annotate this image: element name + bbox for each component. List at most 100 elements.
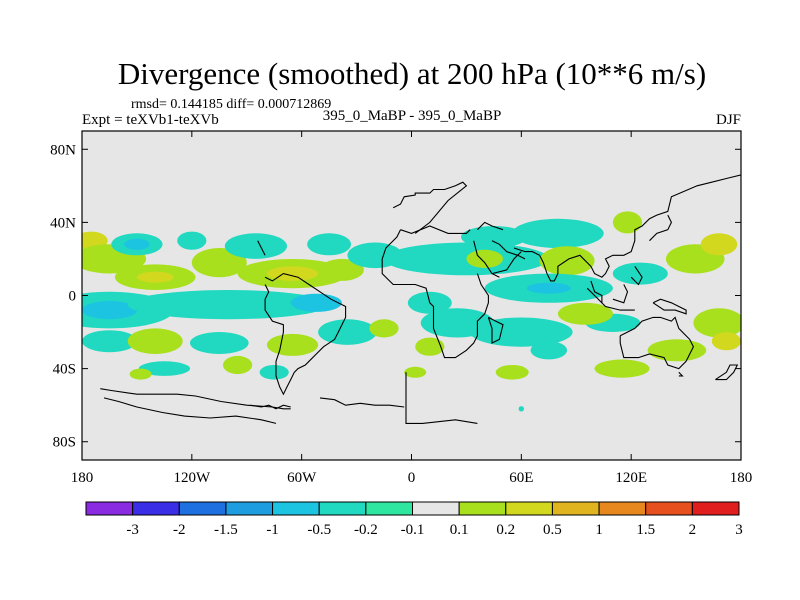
divergence-region-17 bbox=[127, 290, 330, 320]
coastline-10 bbox=[381, 229, 489, 359]
coastlines bbox=[100, 174, 741, 424]
y-tick-label-1: 40N bbox=[50, 215, 76, 231]
colorbar-label-7: 0.1 bbox=[450, 522, 469, 538]
colorbar-label-6: -0.1 bbox=[401, 522, 425, 538]
divergence-region-31 bbox=[466, 249, 504, 268]
season-label: DJF bbox=[716, 112, 741, 128]
colorbar: -3 -2 -1.5 -1 -0.5 -0.2 -0.1 0.1 0.2 0.5 1 1.5 2 3 bbox=[85, 501, 743, 538]
divergence-region-42 bbox=[470, 317, 573, 347]
divergence-region-20 bbox=[127, 328, 183, 355]
divergence-region-3 bbox=[124, 238, 150, 250]
divergence-region-33 bbox=[612, 211, 643, 234]
coastline-12 bbox=[257, 240, 266, 256]
colorbar-swatch-7 bbox=[412, 501, 460, 516]
divergence-region-44 bbox=[557, 302, 613, 325]
divergence-region-30 bbox=[461, 226, 527, 248]
stats-label: rmsd= 0.144185 diff= 0.000712869 bbox=[131, 97, 331, 112]
divergence-region-12 bbox=[319, 258, 364, 281]
divergence-region-46 bbox=[711, 332, 741, 351]
divergence-region-10 bbox=[266, 266, 319, 281]
divergence-region-5 bbox=[136, 271, 174, 283]
divergence-region-28 bbox=[259, 365, 289, 380]
y-tick-label-3: 40S bbox=[53, 362, 76, 378]
axes: 180 120W 60W 0 60E 120E 180 80N 40N 0 40S 80S bbox=[50, 131, 752, 486]
colorbar-swatch-8 bbox=[458, 501, 507, 516]
colorbar-swatch-4 bbox=[272, 501, 320, 516]
divergence-region-25 bbox=[138, 361, 190, 376]
x-tick-label-0: 180 bbox=[71, 470, 94, 486]
colorbar-swatch-9 bbox=[505, 501, 553, 516]
colorbar-label-8: 0.2 bbox=[496, 522, 515, 538]
divergence-region-11 bbox=[307, 233, 352, 256]
colorbar-swatch-5 bbox=[318, 501, 367, 516]
coastline-2 bbox=[250, 404, 291, 410]
y-tick-label-0: 80N bbox=[50, 142, 76, 158]
divergence-region-22 bbox=[266, 333, 319, 356]
divergence-region-7 bbox=[191, 248, 247, 278]
colorbar-swatch-0 bbox=[85, 501, 134, 516]
coastline-16 bbox=[590, 280, 603, 303]
colorbar-label-5: -0.2 bbox=[354, 522, 378, 538]
divergence-region-39 bbox=[700, 233, 738, 256]
coastline-20 bbox=[630, 265, 643, 286]
colorbar-swatch-10 bbox=[551, 501, 600, 516]
coastline-11 bbox=[264, 273, 347, 396]
coastline-7 bbox=[477, 221, 504, 231]
coastline-4 bbox=[405, 372, 478, 424]
colorbar-label-4: -0.5 bbox=[307, 522, 331, 538]
divergence-region-45 bbox=[693, 308, 741, 338]
coastline-24 bbox=[715, 364, 739, 381]
colorbar-label-3: -1 bbox=[266, 522, 279, 538]
x-tick-label-2: 60W bbox=[287, 470, 317, 486]
coastline-21 bbox=[652, 298, 687, 315]
divergence-region-21 bbox=[190, 332, 249, 354]
coastline-5 bbox=[392, 181, 468, 234]
divergence-region-19 bbox=[82, 330, 137, 353]
colorbar-label-1: -2 bbox=[173, 522, 186, 538]
colorbar-label-0: -3 bbox=[126, 522, 139, 538]
divergence-region-27 bbox=[223, 355, 253, 375]
divergence-region-24 bbox=[369, 319, 399, 338]
divergence-region-18 bbox=[290, 293, 342, 312]
x-tick-label-5: 120E bbox=[615, 470, 647, 486]
divergence-region-8 bbox=[224, 233, 287, 259]
divergence-region-48 bbox=[530, 341, 568, 360]
coastline-19 bbox=[649, 214, 673, 242]
y-tick-label-4: 80S bbox=[53, 435, 76, 451]
colorbar-label-11: 1.5 bbox=[636, 522, 655, 538]
colorbar-swatch-13 bbox=[691, 501, 740, 516]
divergence-region-51 bbox=[495, 365, 529, 380]
y-tick-label-2: 0 bbox=[69, 289, 77, 305]
coastline-17 bbox=[586, 287, 635, 311]
colorbar-label-10: 1 bbox=[595, 522, 603, 538]
divergence-region-32 bbox=[512, 218, 604, 248]
divergence-region-50 bbox=[594, 359, 650, 378]
divergence-field bbox=[82, 211, 741, 412]
coastline-1 bbox=[103, 397, 277, 424]
x-tick-label-6: 180 bbox=[730, 470, 753, 486]
colorbar-swatch-12 bbox=[645, 501, 693, 516]
divergence-region-23 bbox=[318, 319, 377, 345]
divergence-region-47 bbox=[415, 337, 445, 356]
colorbar-swatch-6 bbox=[365, 501, 413, 516]
coastline-3 bbox=[319, 397, 405, 408]
coastline-15 bbox=[513, 174, 741, 282]
colorbar-swatch-3 bbox=[225, 501, 274, 516]
divergence-region-49 bbox=[647, 339, 707, 362]
coastline-6 bbox=[400, 225, 471, 234]
divergence-region-52 bbox=[404, 366, 427, 378]
x-tick-label-1: 120W bbox=[173, 470, 211, 486]
divergence-region-36 bbox=[526, 282, 571, 294]
case-label: 395_0_MaBP - 395_0_MaBP bbox=[323, 108, 502, 124]
coastline-22 bbox=[619, 316, 695, 370]
divergence-region-53 bbox=[518, 406, 524, 412]
colorbar-label-13: 3 bbox=[735, 522, 743, 538]
colorbar-label-9: 0.5 bbox=[543, 522, 562, 538]
colorbar-label-2: -1.5 bbox=[214, 522, 238, 538]
divergence-region-29 bbox=[384, 242, 549, 276]
colorbar-label-12: 2 bbox=[689, 522, 697, 538]
colorbar-swatch-2 bbox=[178, 501, 227, 516]
coastline-23 bbox=[678, 371, 684, 377]
coastline-14 bbox=[491, 240, 526, 260]
